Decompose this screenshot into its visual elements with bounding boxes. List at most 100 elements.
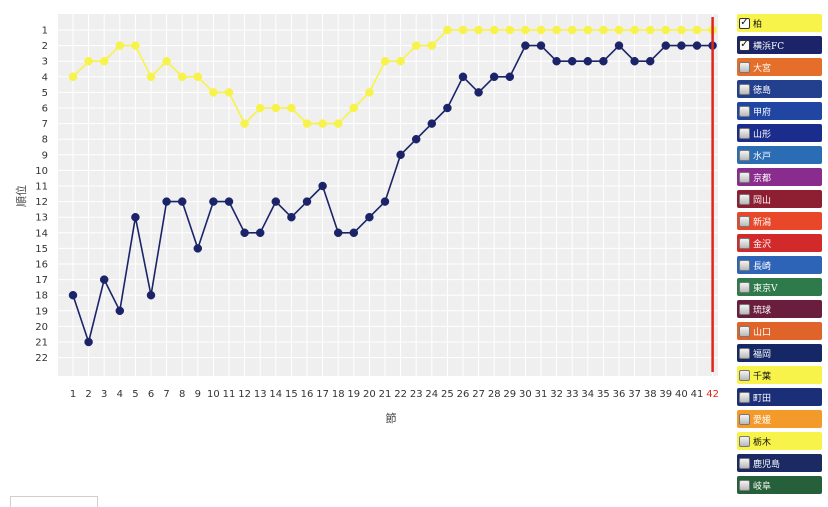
unchecked-checkbox-icon[interactable] — [739, 281, 750, 293]
data-point[interactable] — [645, 56, 655, 66]
legend-item[interactable]: 岐阜 — [737, 476, 822, 494]
data-point[interactable] — [692, 25, 702, 35]
data-point[interactable] — [255, 103, 265, 113]
legend-item[interactable]: 琉球 — [737, 300, 822, 318]
data-point[interactable] — [458, 72, 468, 82]
legend-item[interactable]: 栃木 — [737, 432, 822, 450]
data-point[interactable] — [692, 41, 702, 50]
data-point[interactable] — [255, 228, 265, 238]
data-point[interactable] — [68, 72, 78, 82]
unchecked-checkbox-icon[interactable] — [739, 413, 750, 425]
data-point[interactable] — [614, 25, 624, 35]
data-point[interactable] — [489, 72, 499, 82]
data-point[interactable] — [443, 103, 452, 113]
data-point[interactable] — [99, 275, 109, 284]
data-point[interactable] — [349, 103, 359, 113]
legend-item[interactable]: 徳島 — [737, 80, 822, 98]
data-point[interactable] — [162, 197, 171, 206]
legend-item[interactable]: 岡山 — [737, 190, 822, 208]
unchecked-checkbox-icon[interactable] — [739, 347, 750, 359]
data-point[interactable] — [240, 228, 249, 238]
data-point[interactable] — [427, 41, 437, 50]
legend-item[interactable]: 鹿児島 — [737, 454, 822, 472]
data-point[interactable] — [193, 72, 203, 82]
data-point[interactable] — [552, 56, 561, 66]
legend-item[interactable]: 新潟 — [737, 212, 822, 230]
data-point[interactable] — [177, 72, 187, 82]
data-point[interactable] — [505, 25, 515, 35]
data-point[interactable] — [162, 56, 171, 66]
legend-item[interactable]: 町田 — [737, 388, 822, 406]
legend-item[interactable]: 東京V — [737, 278, 822, 296]
data-point[interactable] — [224, 197, 234, 206]
data-point[interactable] — [177, 197, 187, 206]
legend-item[interactable]: 福岡 — [737, 344, 822, 362]
data-point[interactable] — [505, 72, 515, 82]
unchecked-checkbox-icon[interactable] — [739, 479, 750, 491]
unchecked-checkbox-icon[interactable] — [739, 149, 750, 161]
data-point[interactable] — [536, 41, 546, 50]
unchecked-checkbox-icon[interactable] — [739, 325, 750, 337]
legend-item[interactable]: 大宮 — [737, 58, 822, 76]
data-point[interactable] — [599, 56, 608, 66]
unchecked-checkbox-icon[interactable] — [739, 369, 750, 381]
data-point[interactable] — [302, 119, 312, 128]
legend-item[interactable]: 金沢 — [737, 234, 822, 252]
data-point[interactable] — [68, 290, 78, 300]
unchecked-checkbox-icon[interactable] — [739, 215, 750, 227]
data-point[interactable] — [411, 134, 421, 144]
data-point[interactable] — [599, 25, 608, 35]
data-point[interactable] — [318, 181, 327, 191]
data-point[interactable] — [146, 290, 156, 300]
unchecked-checkbox-icon[interactable] — [739, 171, 750, 183]
data-point[interactable] — [567, 25, 577, 35]
data-point[interactable] — [630, 25, 639, 35]
unchecked-checkbox-icon[interactable] — [739, 237, 750, 249]
data-point[interactable] — [302, 197, 312, 206]
unchecked-checkbox-icon[interactable] — [739, 435, 750, 447]
legend-item[interactable]: 山形 — [737, 124, 822, 142]
data-point[interactable] — [146, 72, 156, 82]
legend-item[interactable]: 山口 — [737, 322, 822, 340]
data-point[interactable] — [536, 25, 546, 35]
data-point[interactable] — [287, 103, 296, 113]
data-point[interactable] — [458, 25, 468, 35]
data-point[interactable] — [333, 228, 343, 238]
data-point[interactable] — [411, 41, 421, 50]
data-point[interactable] — [474, 25, 483, 35]
data-point[interactable] — [396, 150, 405, 160]
data-point[interactable] — [271, 197, 281, 206]
data-point[interactable] — [115, 41, 125, 50]
data-point[interactable] — [380, 197, 390, 206]
data-point[interactable] — [333, 119, 343, 128]
data-point[interactable] — [567, 56, 577, 66]
data-point[interactable] — [583, 56, 593, 66]
data-point[interactable] — [521, 25, 530, 35]
data-point[interactable] — [240, 119, 249, 128]
data-point[interactable] — [349, 228, 359, 238]
unchecked-checkbox-icon[interactable] — [739, 391, 750, 403]
data-point[interactable] — [209, 88, 218, 97]
data-point[interactable] — [271, 103, 281, 113]
data-point[interactable] — [193, 244, 203, 253]
legend-item[interactable]: 京都 — [737, 168, 822, 186]
checked-checkbox-icon[interactable]: ✓ — [739, 17, 750, 29]
unchecked-checkbox-icon[interactable] — [739, 193, 750, 205]
data-point[interactable] — [427, 119, 437, 128]
unchecked-checkbox-icon[interactable] — [739, 457, 750, 469]
data-point[interactable] — [661, 25, 671, 35]
unchecked-checkbox-icon[interactable] — [739, 61, 750, 73]
unchecked-checkbox-icon[interactable] — [739, 83, 750, 95]
data-point[interactable] — [99, 56, 109, 66]
legend-item[interactable]: 長崎 — [737, 256, 822, 274]
data-point[interactable] — [474, 88, 483, 97]
data-point[interactable] — [583, 25, 593, 35]
data-point[interactable] — [443, 25, 452, 35]
legend-item[interactable]: ✓ 横浜FC — [737, 36, 822, 54]
data-point[interactable] — [677, 25, 686, 35]
data-point[interactable] — [84, 56, 93, 66]
data-point[interactable] — [661, 41, 671, 50]
data-point[interactable] — [645, 25, 655, 35]
data-point[interactable] — [489, 25, 499, 35]
data-point[interactable] — [224, 88, 234, 97]
